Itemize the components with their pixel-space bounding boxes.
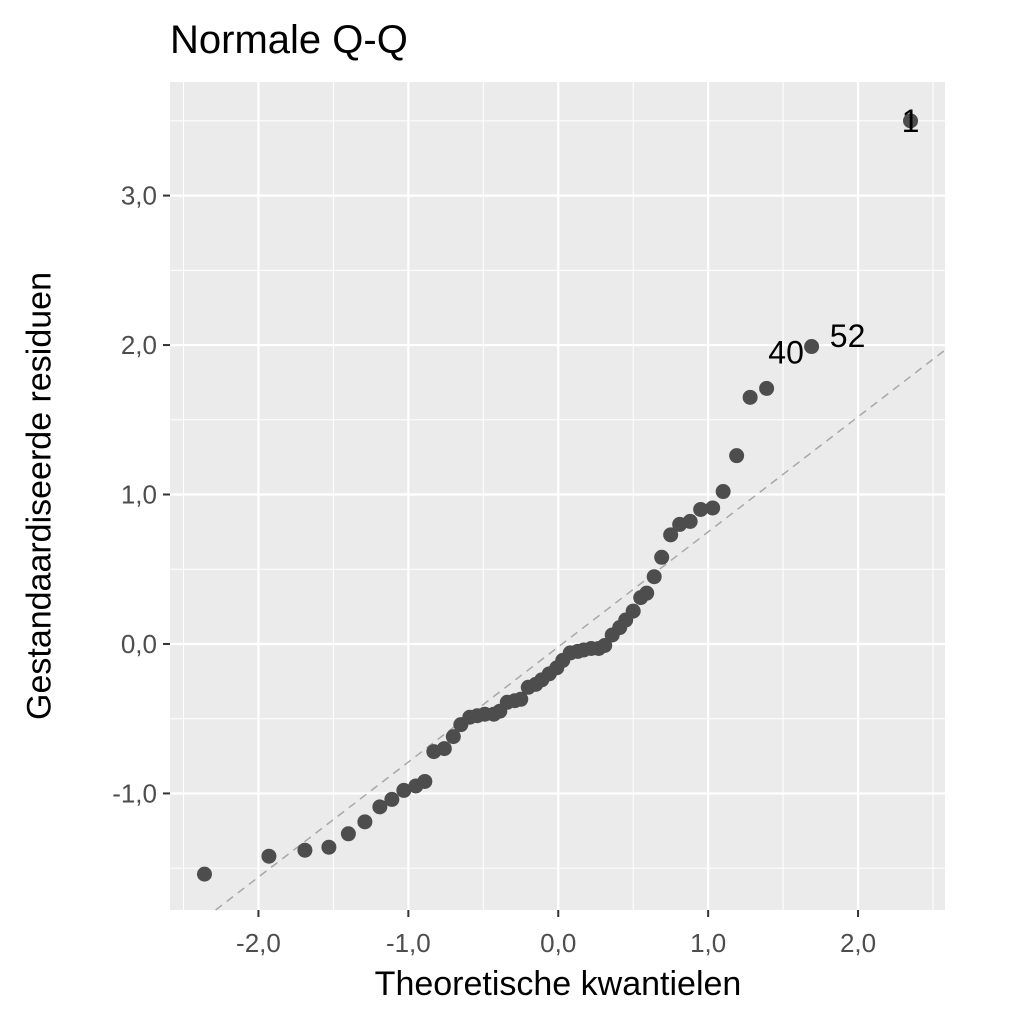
data-point <box>357 814 373 830</box>
data-point <box>513 691 529 707</box>
y-tick-label: 1,0 <box>121 480 157 510</box>
x-tick-label: 1,0 <box>690 928 726 958</box>
data-point <box>625 603 641 619</box>
data-point <box>682 513 698 529</box>
y-tick-label: -1,0 <box>112 778 157 808</box>
data-point <box>804 339 820 355</box>
data-point <box>321 839 337 855</box>
point-label: 40 <box>768 335 804 371</box>
y-tick-label: 0,0 <box>121 629 157 659</box>
data-point <box>417 773 433 789</box>
data-point <box>372 799 388 815</box>
x-axis-label: Theoretische kwantielen <box>374 965 742 1003</box>
data-point <box>297 842 313 858</box>
data-point <box>715 484 731 500</box>
data-point <box>693 501 709 517</box>
data-point <box>903 113 919 129</box>
chart-title: Normale Q-Q <box>170 18 408 62</box>
point-label: 1 <box>902 103 920 139</box>
data-point <box>436 741 452 757</box>
data-point <box>639 585 655 601</box>
data-point <box>445 729 461 745</box>
x-tick-label: -1,0 <box>386 928 431 958</box>
data-point <box>646 569 662 585</box>
data-point <box>196 866 212 882</box>
y-tick-label: 2,0 <box>121 330 157 360</box>
x-tick-label: -2,0 <box>236 928 281 958</box>
data-point <box>340 826 356 842</box>
point-label: 52 <box>830 318 866 354</box>
x-tick-label: 0,0 <box>540 928 576 958</box>
x-tick-label: 2,0 <box>840 928 876 958</box>
data-point <box>759 380 775 396</box>
data-point <box>654 549 670 565</box>
data-point <box>597 637 613 653</box>
data-point <box>705 500 721 516</box>
data-point <box>261 848 277 864</box>
data-point <box>729 448 745 464</box>
data-point <box>742 389 758 405</box>
data-point <box>396 782 412 798</box>
data-point <box>663 527 679 543</box>
data-point <box>384 791 400 807</box>
y-tick-label: 3,0 <box>121 181 157 211</box>
